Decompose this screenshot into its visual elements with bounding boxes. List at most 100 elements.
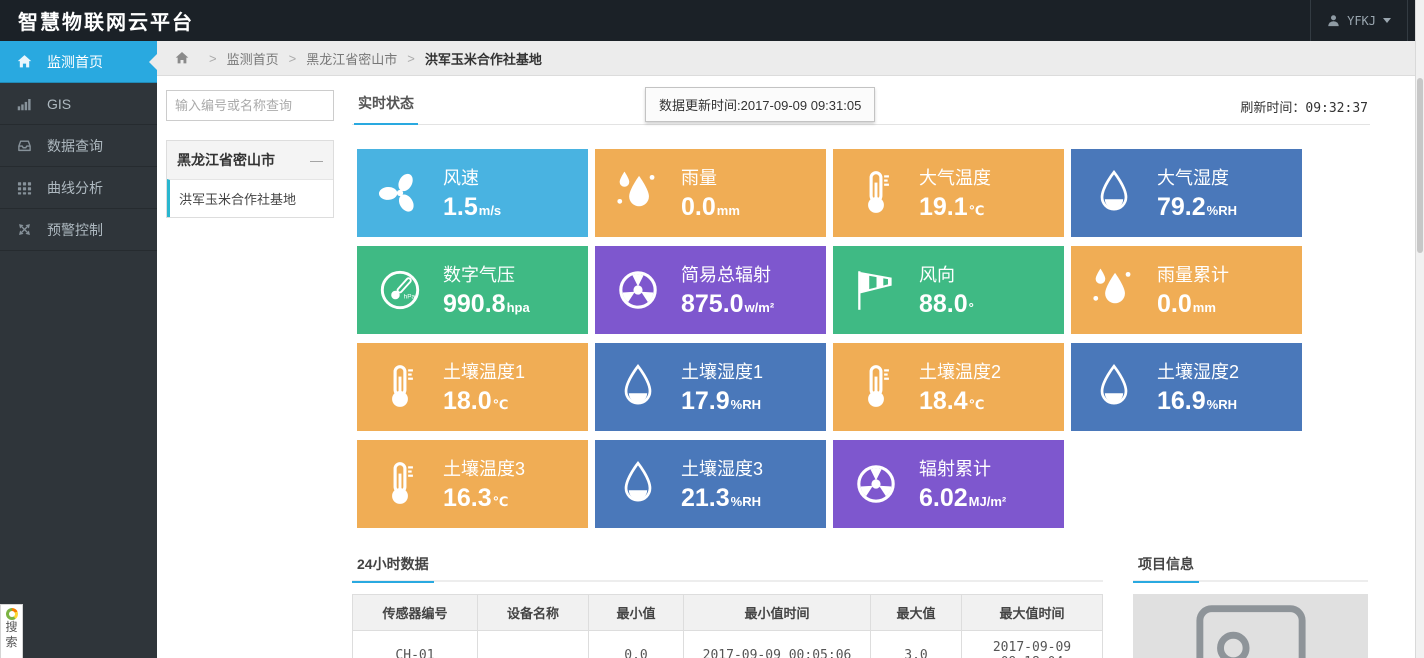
tile-label: 土壤湿度1: [681, 362, 764, 382]
stat-tile: 大气湿度 79.2 %RH: [1071, 149, 1302, 237]
table-header-cell: 传感器编号: [352, 594, 478, 631]
stat-tile: 土壤温度3 16.3 ℃: [357, 440, 588, 528]
tile-unit: ℃: [968, 203, 985, 218]
tile-unit: m/s: [478, 203, 502, 218]
stat-tile: 雨量 0.0 mm: [595, 149, 826, 237]
tile-unit: ℃: [492, 494, 509, 509]
tile-value: 990.8: [443, 290, 506, 318]
search-input[interactable]: [166, 90, 334, 121]
drop-icon: [1071, 362, 1157, 412]
stat-tile: 土壤湿度2 16.9 %RH: [1071, 343, 1302, 431]
sidebar-item[interactable]: 预警控制: [0, 209, 157, 251]
tile-value: 16.3: [443, 484, 492, 512]
collapse-icon[interactable]: —: [310, 152, 323, 168]
tab-24h-data[interactable]: 24小时数据: [352, 546, 434, 583]
tile-unit: MJ/m²: [968, 494, 1007, 509]
stat-tile: 风速 1.5 m/s: [357, 149, 588, 237]
table-header-cell: 最小值: [588, 594, 684, 631]
rain-icon: [595, 168, 681, 218]
tree-group-header[interactable]: 黑龙江省密山市 —: [167, 141, 333, 179]
thermo-icon: [833, 168, 919, 218]
refresh-time: 刷新时间：09:32:37: [1240, 100, 1368, 116]
sidebar-item-label: GIS: [47, 95, 72, 112]
ime-char: 搜: [5, 620, 18, 634]
tile-label: 大气温度: [919, 168, 991, 188]
table-header-cell: 最大值时间: [961, 594, 1103, 631]
bottom-section: 24小时数据 传感器编号 设备名称 最小值: [352, 546, 1370, 658]
breadcrumb-separator: >: [288, 50, 297, 66]
tile-label: 土壤湿度2: [1157, 362, 1240, 382]
realtime-tabs-row: 实时状态 数据更新时间:2017-09-09 09:31:05 刷新时间：09:…: [352, 86, 1370, 125]
tile-label: 雨量: [681, 168, 717, 188]
sidebar-item[interactable]: GIS: [0, 83, 157, 125]
tile-value: 17.9: [681, 387, 730, 415]
stat-tile: 土壤湿度3 21.3 %RH: [595, 440, 826, 528]
table-header-cell: 设备名称: [477, 594, 589, 631]
table-cell: 2017-09-09 09:18:04: [961, 630, 1103, 658]
pressure-icon: hPa: [357, 265, 443, 315]
table-cell: 2017-09-09 00:05:06: [683, 630, 871, 658]
breadcrumb-item[interactable]: 洪军玉米合作社基地: [424, 51, 542, 67]
user-icon: [1328, 15, 1339, 27]
windsock-icon: [833, 265, 919, 315]
tile-value: 16.9: [1157, 387, 1206, 415]
ime-widget[interactable]: 搜 索: [0, 604, 23, 658]
table-header-row: 传感器编号 设备名称 最小值 最小值时间 最大值: [352, 594, 1103, 631]
tile-value: 21.3: [681, 484, 730, 512]
arrows-icon: [17, 222, 32, 237]
signal-icon: [17, 96, 32, 111]
tile-unit: °: [968, 300, 974, 315]
drop-icon: [595, 362, 681, 412]
home-icon: [17, 54, 32, 69]
tile-unit: %RH: [730, 397, 762, 412]
tile-value: 18.0: [443, 387, 492, 415]
scrollbar-thumb[interactable]: [1417, 78, 1423, 253]
user-dropdown[interactable]: YFKJ: [1310, 0, 1408, 41]
sidebar-item-label: 预警控制: [47, 221, 103, 238]
project-photo-placeholder: [1133, 594, 1368, 658]
breadcrumb-item[interactable]: 监测首页: [226, 51, 279, 67]
stat-tile: 雨量累计 0.0 mm: [1071, 246, 1302, 334]
breadcrumb-separator: >: [407, 50, 415, 66]
sidebar-item-label: 监测首页: [47, 53, 103, 70]
stat-tile: 风向 88.0 °: [833, 246, 1064, 334]
tile-label: 风向: [919, 265, 955, 285]
svg-text:hPa: hPa: [404, 293, 416, 300]
tile-value: 19.1: [919, 193, 968, 221]
tile-label: 数字气压: [443, 265, 515, 285]
sidebar-item[interactable]: 数据查询: [0, 125, 157, 167]
station-tree-panel: 黑龙江省密山市 — 洪军玉米合作社基地: [166, 90, 334, 218]
tile-label: 风速: [443, 168, 479, 188]
stat-tile: 土壤湿度1 17.9 %RH: [595, 343, 826, 431]
table-header-cell: 最大值: [870, 594, 962, 631]
breadcrumb-item[interactable]: 黑龙江省密山市: [306, 51, 398, 67]
tile-value: 18.4: [919, 387, 968, 415]
tile-label: 辐射累计: [919, 459, 991, 479]
table-row: CH-01 0.0 2017-09-09 00:05:06 3.0: [352, 630, 1103, 658]
tab-realtime-status[interactable]: 实时状态: [354, 93, 418, 125]
tile-label: 雨量累计: [1157, 265, 1229, 285]
thermo-icon: [357, 362, 443, 412]
tab-project-info[interactable]: 项目信息: [1133, 546, 1199, 583]
username: YFKJ: [1347, 13, 1376, 28]
content-area: 黑龙江省密山市 — 洪军玉米合作社基地 实时状态 数据更新时间:2017-09-…: [157, 76, 1424, 658]
stat-tile: 大气温度 19.1 ℃: [833, 149, 1064, 237]
app-title: 智慧物联网云平台: [18, 12, 194, 34]
thermo-icon: [833, 362, 919, 412]
photo-icon: [1195, 605, 1306, 658]
tile-unit: %RH: [1206, 203, 1238, 218]
data-update-time-button[interactable]: 数据更新时间:2017-09-09 09:31:05: [645, 87, 876, 122]
radiation-icon: [595, 265, 681, 315]
tile-label: 土壤温度2: [919, 362, 1002, 382]
table-cell: CH-01: [352, 630, 478, 658]
sidebar-item-label: 曲线分析: [47, 179, 103, 196]
tile-unit: ℃: [492, 397, 509, 412]
tile-unit: hpa: [506, 300, 530, 315]
vertical-scrollbar[interactable]: [1415, 0, 1424, 658]
thermo-icon: [357, 459, 443, 509]
sidebar-item[interactable]: 曲线分析: [0, 167, 157, 209]
tree-item[interactable]: 洪军玉米合作社基地: [167, 179, 333, 217]
drop-icon: [595, 459, 681, 509]
home-icon: [175, 51, 189, 65]
sidebar-item[interactable]: 监测首页: [0, 41, 157, 83]
